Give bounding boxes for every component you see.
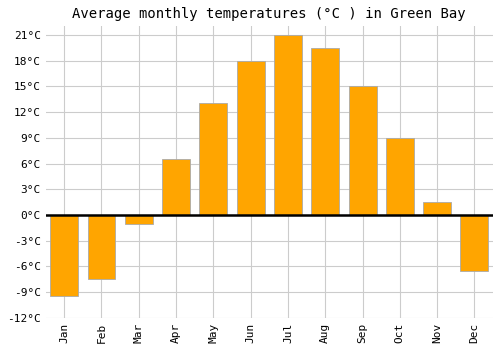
Bar xyxy=(460,215,488,271)
Bar xyxy=(348,86,376,215)
Bar xyxy=(88,215,116,279)
Bar xyxy=(312,48,339,215)
Bar xyxy=(50,215,78,296)
Bar xyxy=(125,215,153,224)
Bar xyxy=(200,104,228,215)
Bar xyxy=(423,202,451,215)
Bar xyxy=(386,138,414,215)
Bar xyxy=(236,61,264,215)
Bar xyxy=(162,159,190,215)
Title: Average monthly temperatures (°C ) in Green Bay: Average monthly temperatures (°C ) in Gr… xyxy=(72,7,466,21)
Bar xyxy=(274,35,302,215)
